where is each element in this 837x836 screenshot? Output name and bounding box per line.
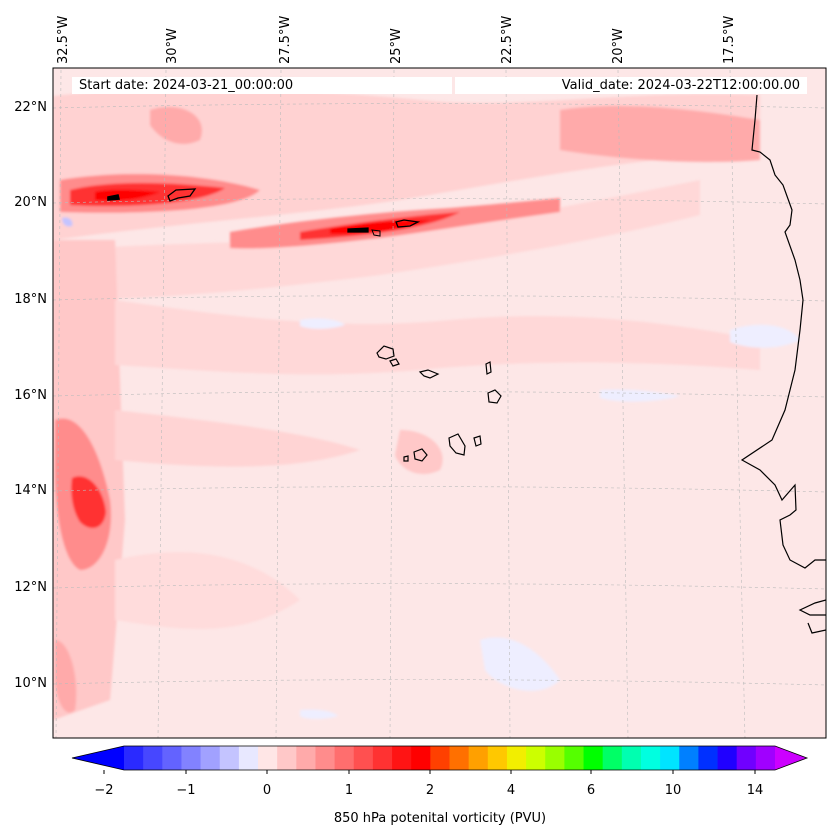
map-frame: [52, 67, 827, 739]
colorbar-swatch: [468, 746, 489, 770]
colorbar-tick-label: 1: [345, 783, 353, 798]
colorbar-swatch: [526, 746, 546, 770]
longitude-label: 32.5°W: [56, 16, 71, 64]
cape-verde-fogo: [413, 448, 428, 462]
pv-max-contour-5: [371, 229, 381, 237]
graticule: [53, 69, 826, 738]
colorbar-low-extend: [72, 746, 124, 770]
latitude-label: 14°N: [14, 483, 47, 498]
colorbar-swatch: [736, 746, 757, 770]
cape-verde-brava: [403, 455, 409, 462]
colorbar-swatch: [660, 746, 680, 770]
colorbar-high-extend: [775, 746, 807, 770]
pv-max-contour-3: [347, 227, 369, 233]
colorbar-swatch: [602, 746, 623, 770]
latitude-label: 16°N: [14, 388, 47, 403]
colorbar-tick-label: 0: [263, 783, 271, 798]
map-panel: [53, 68, 826, 738]
colorbar: −2 −1 0 1 2 4 6 10 14: [71, 745, 809, 798]
colorbar-swatch: [219, 746, 240, 770]
colorbar-tick-label: 6: [587, 783, 595, 798]
latitude-label: 10°N: [14, 676, 47, 691]
colorbar-swatch: [124, 746, 144, 770]
longitude-label: 17.5°W: [722, 16, 737, 64]
colorbar-tick-label: 4: [507, 783, 515, 798]
colorbar-swatch: [353, 746, 374, 770]
pv-max-contour-4: [395, 219, 421, 228]
pv-max-contour-1: [167, 188, 197, 202]
colorbar-swatch: [258, 746, 278, 770]
colorbar-tick-label: 2: [426, 783, 434, 798]
africa-coastline: [740, 94, 826, 634]
latitude-labels: 22°N 20°N 18°N 16°N 14°N 12°N 10°N: [14, 100, 47, 691]
pv-max-contour-2: [107, 194, 121, 201]
colorbar-swatch: [564, 746, 584, 770]
valid-date-label: Valid_date: 2024-03-22T12:00:00.00: [455, 77, 807, 94]
longitude-label: 25°W: [389, 28, 404, 64]
colorbar-swatch: [621, 746, 642, 770]
cape-verde-sal: [485, 361, 492, 375]
latitude-label: 12°N: [14, 580, 47, 595]
longitude-label: 20°W: [611, 28, 626, 64]
colorbar-swatch: [277, 746, 297, 770]
colorbar-swatch: [506, 746, 527, 770]
latitude-label: 22°N: [14, 100, 47, 115]
colorbar-swatch: [200, 746, 221, 770]
colorbar-swatch: [640, 746, 661, 770]
colorbar-tick-label: 14: [747, 783, 764, 798]
colorbar-tick-label: −2: [94, 783, 113, 798]
start-date-label: Start date: 2024-03-21_00:00:00: [72, 77, 452, 94]
longitude-label: 30°W: [165, 28, 180, 64]
colorbar-swatch: [334, 746, 355, 770]
cape-verde-boa-vista: [487, 389, 502, 404]
longitude-label: 27.5°W: [278, 16, 293, 64]
colorbar-swatch: [679, 746, 699, 770]
coastlines: [107, 94, 826, 634]
colorbar-swatch: [583, 746, 604, 770]
cape-verde-santiago: [448, 433, 466, 456]
colorbar-swatch: [181, 746, 201, 770]
latitude-label: 20°N: [14, 195, 47, 210]
longitude-label: 22.5°W: [500, 16, 515, 64]
colorbar-swatch: [430, 746, 450, 770]
colorbar-swatch: [372, 746, 393, 770]
colorbar-swatch: [487, 746, 508, 770]
cape-verde-sao-nicolau: [418, 369, 440, 379]
cape-verde-sao-vicente: [389, 358, 400, 367]
colorbar-swatch: [698, 746, 718, 770]
colorbar-swatch: [315, 746, 336, 770]
colorbar-swatch: [238, 746, 259, 770]
colorbar-label: 850 hPa potenital vorticity (PVU): [334, 811, 546, 826]
colorbar-tick-label: −1: [176, 783, 195, 798]
colorbar-swatch: [162, 746, 182, 770]
colorbar-swatch: [717, 746, 738, 770]
latitude-label: 18°N: [14, 292, 47, 307]
colorbar-swatch: [449, 746, 470, 770]
colorbar-swatch: [755, 746, 776, 770]
colorbar-swatch: [143, 746, 163, 770]
longitude-labels: 32.5°W 30°W 27.5°W 25°W 22.5°W 20°W 17.5°W: [56, 16, 737, 64]
cape-verde-santo-antao: [376, 345, 395, 360]
colorbar-swatch: [545, 746, 565, 770]
colorbar-tick-label: 10: [665, 783, 682, 798]
colorbar-swatch: [392, 746, 412, 770]
colorbar-swatch: [411, 746, 431, 770]
colorbar-swatch: [296, 746, 316, 770]
cape-verde-maio: [473, 435, 482, 447]
